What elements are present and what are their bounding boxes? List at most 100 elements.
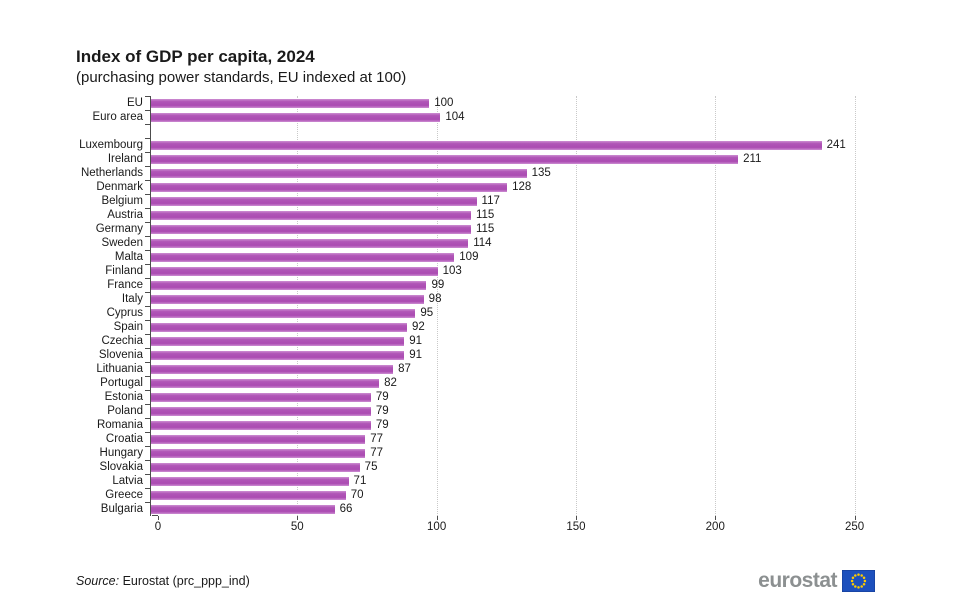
category-label: Poland — [107, 405, 143, 417]
category-label: Austria — [107, 209, 143, 221]
bar — [151, 238, 469, 248]
bar-track: 92 — [145, 320, 880, 334]
bar — [151, 322, 407, 332]
bar-track: 114 — [145, 236, 880, 250]
value-label: 71 — [353, 475, 367, 487]
bar-row: Cyprus 95 — [0, 306, 965, 320]
bar-row: Italy 98 — [0, 292, 965, 306]
bar-track: 79 — [145, 404, 880, 418]
bar — [151, 266, 438, 276]
bar-track — [145, 124, 880, 138]
chart-subtitle: (purchasing power standards, EU indexed … — [76, 69, 407, 86]
bar-row: Belgium 117 — [0, 194, 965, 208]
bar — [151, 364, 394, 374]
source-note: Source: Eurostat (prc_ppp_ind) — [76, 574, 250, 588]
bar — [151, 182, 508, 192]
category-label: Lithuania — [96, 363, 143, 375]
bar-row: Greece 70 — [0, 488, 965, 502]
category-label: Euro area — [92, 111, 143, 123]
bar — [151, 112, 441, 122]
bar-row: Slovenia 91 — [0, 348, 965, 362]
category-label: Greece — [105, 489, 143, 501]
eurostat-logo: eurostat — [758, 570, 875, 592]
category-label: Finland — [105, 265, 143, 277]
x-axis-tick — [297, 516, 299, 520]
value-label: 66 — [339, 503, 353, 515]
bar-track: 71 — [145, 474, 880, 488]
bar-track: 91 — [145, 348, 880, 362]
x-tick-label: 200 — [705, 521, 725, 533]
bar-row: Slovakia 75 — [0, 460, 965, 474]
source-label: Source: — [76, 574, 120, 588]
value-label: 211 — [743, 153, 762, 165]
bar-track: 211 — [145, 152, 880, 166]
value-label: 91 — [409, 349, 422, 361]
x-axis-tick — [158, 516, 159, 520]
category-label: Estonia — [104, 391, 143, 403]
category-label: Hungary — [99, 447, 143, 459]
bar-track: 115 — [145, 208, 880, 222]
category-label: Germany — [95, 223, 143, 235]
bar — [151, 196, 477, 206]
bar-track: 79 — [145, 418, 880, 432]
category-label: Bulgaria — [100, 503, 143, 515]
bar — [151, 336, 405, 346]
bar — [151, 476, 349, 486]
category-label: Italy — [121, 293, 143, 305]
bar-row: Lithuania 87 — [0, 362, 965, 376]
bar — [151, 308, 416, 318]
bar-row: Hungary 77 — [0, 446, 965, 460]
eurostat-logo-text: eurostat — [758, 569, 837, 592]
bar-row: Euro area 104 — [0, 110, 965, 124]
gridline — [436, 96, 438, 516]
category-label: Belgium — [101, 195, 143, 207]
bar-row: Finland 103 — [0, 264, 965, 278]
bar-track: 75 — [145, 460, 880, 474]
bar — [151, 406, 371, 416]
x-tick-label: 0 — [154, 521, 162, 533]
category-label: Romania — [96, 419, 143, 431]
x-tick-label: 150 — [566, 521, 586, 533]
category-label: Cyprus — [106, 307, 143, 319]
bar-track: 115 — [145, 222, 880, 236]
value-label: 128 — [512, 181, 532, 193]
value-label: 115 — [475, 223, 495, 235]
chart-title: Index of GDP per capita, 2024 — [76, 47, 315, 66]
bar-row: Bulgaria 66 — [0, 502, 965, 516]
bar-track: 82 — [145, 376, 880, 390]
value-label: 104 — [445, 111, 465, 123]
bar — [151, 504, 335, 514]
bar — [151, 168, 527, 178]
value-label: 100 — [434, 97, 454, 109]
value-label: 87 — [398, 363, 411, 375]
bar — [151, 462, 360, 472]
bar-row: Czechia 91 — [0, 334, 965, 348]
bar — [151, 448, 366, 458]
bar — [151, 98, 430, 108]
bar — [151, 280, 427, 290]
value-label: 103 — [442, 265, 462, 277]
x-axis-tick — [436, 516, 438, 520]
x-axis-tick — [575, 516, 577, 520]
bar — [151, 392, 371, 402]
bar-row: Romania 79 — [0, 418, 965, 432]
bar-track: 241 — [145, 138, 880, 152]
value-label: 117 — [481, 195, 500, 207]
x-axis-tick — [715, 516, 717, 520]
bar-track: 128 — [145, 180, 880, 194]
value-label: 135 — [531, 167, 551, 179]
bar-track: 77 — [145, 446, 880, 460]
x-tick-label: 100 — [427, 521, 447, 533]
x-tick-label: 250 — [844, 521, 865, 533]
bar-row: Malta 109 — [0, 250, 965, 264]
category-label: Luxembourg — [79, 139, 143, 151]
gridline — [715, 96, 717, 516]
gridline — [854, 96, 856, 516]
value-label: 241 — [826, 139, 846, 151]
value-label: 115 — [475, 209, 495, 221]
value-label: 109 — [459, 251, 479, 263]
eu-flag-icon — [842, 570, 875, 592]
bar-row: Croatia 77 — [0, 432, 965, 446]
category-label: France — [107, 279, 143, 291]
category-label: Spain — [113, 321, 143, 333]
